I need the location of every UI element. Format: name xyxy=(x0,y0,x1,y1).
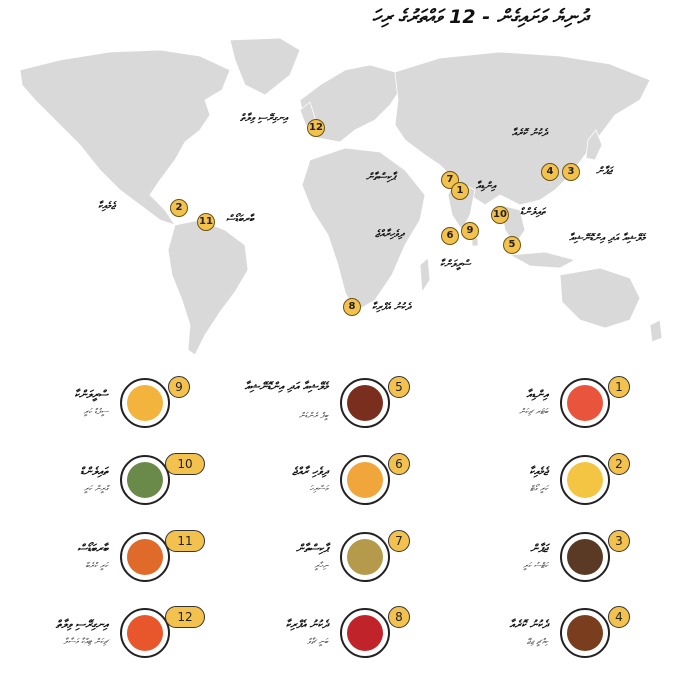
dish-number-badge: 2 xyxy=(608,453,630,475)
dish-food-icon xyxy=(567,385,603,421)
dish-food-icon xyxy=(347,615,383,651)
map-pin-malaysia[interactable]: 5 xyxy=(503,236,521,254)
europe-landmass xyxy=(299,64,401,143)
map-label-korea: ދެކުނު ކޮރެއާ xyxy=(512,128,548,139)
dish-subtitle: ނިހާރީ xyxy=(314,561,328,570)
map-pin-maldives[interactable]: 6 xyxy=(441,227,459,245)
dish-food-icon xyxy=(567,539,603,575)
sri-lanka-landmass xyxy=(471,237,479,247)
dish-name: އިންޑިއާ xyxy=(526,388,548,401)
map-label-barbados: ބާރބަޑޯސް xyxy=(226,214,254,225)
greenland-landmass xyxy=(229,37,301,96)
dish-subtitle: ގްރީން ކަރީ xyxy=(83,484,108,493)
map-pin-uk[interactable]: 12 xyxy=(307,119,325,137)
map-pin-sri-lanka[interactable]: 9 xyxy=(461,222,479,240)
dish-name: ދިވެހި ރާއްޖެ xyxy=(292,465,328,478)
dish-number-badge: 1 xyxy=(608,376,630,398)
map-label-jamaica: ޖެމެއިކާ xyxy=(98,201,115,212)
dish-subtitle: ކަޓްސު ކަރީ xyxy=(523,561,548,570)
dish-number-badge: 12 xyxy=(165,606,205,628)
dish-subtitle: މަސްރިހަ xyxy=(309,484,328,493)
dish-number-badge: 8 xyxy=(388,606,410,628)
dish-name: ތައިލެންޑް xyxy=(80,465,108,478)
map-label-pakistan: ޕާކިސްތާން xyxy=(366,172,396,183)
dish-subtitle: ބަޓަރ ޗިކަން xyxy=(519,407,548,416)
south-america-landmass xyxy=(167,219,249,356)
dish-subtitle: ޗިކަން ޓިއްކާ މަސާލާ xyxy=(63,637,108,646)
dish-plate-3 xyxy=(560,532,610,582)
dish-subtitle: ކަރީ ގޯޓް xyxy=(529,484,548,493)
dish-food-icon xyxy=(347,385,383,421)
dish-food-icon xyxy=(567,462,603,498)
dish-food-icon xyxy=(127,539,163,575)
dish-name: ސްރީލަންކާ xyxy=(74,388,108,401)
dish-number-badge: 11 xyxy=(165,530,205,552)
map-pin-japan[interactable]: 3 xyxy=(562,163,580,181)
map-label-south-africa: ދެކުނު އެފްރިކާ xyxy=(372,302,411,313)
dish-number-badge: 4 xyxy=(608,606,630,628)
dish-plate-12 xyxy=(120,608,170,658)
dish-subtitle: ބަނީ ޗާވް xyxy=(307,637,328,646)
indonesia-landmass xyxy=(508,251,577,269)
world-map xyxy=(19,37,663,356)
africa-landmass xyxy=(301,147,426,313)
map-pin-jamaica[interactable]: 2 xyxy=(170,199,188,217)
map-label-malaysia: މެލޭޝިއާ އަދި އިންޑޮނޭޝިއާ xyxy=(569,233,645,244)
dish-number-badge: 5 xyxy=(388,376,410,398)
map-pin-india[interactable]: 1 xyxy=(451,182,469,200)
dish-plate-9 xyxy=(120,378,170,428)
dish-plate-8 xyxy=(340,608,390,658)
dish-food-icon xyxy=(127,615,163,651)
dish-plate-2 xyxy=(560,455,610,505)
dish-name: ޕާކިސްތާން xyxy=(296,542,328,555)
dish-food-icon xyxy=(567,615,603,651)
dish-plate-6 xyxy=(340,455,390,505)
map-pin-thailand[interactable]: 10 xyxy=(491,206,509,224)
map-label-japan: ޖަޕާން xyxy=(596,166,613,177)
dish-number-badge: 7 xyxy=(388,530,410,552)
dish-plate-10 xyxy=(120,455,170,505)
japan-landmass xyxy=(585,129,603,161)
map-pin-korea[interactable]: 4 xyxy=(541,163,559,181)
map-pin-barbados[interactable]: 11 xyxy=(197,213,215,231)
dish-subtitle: ސީފުޑް ކަރީ xyxy=(83,407,108,416)
dish-food-icon xyxy=(127,385,163,421)
new-zealand-landmass xyxy=(649,319,663,343)
asia-landmass xyxy=(394,51,651,206)
dish-plate-7 xyxy=(340,532,390,582)
dish-plate-5 xyxy=(340,378,390,428)
dish-food-icon xyxy=(127,462,163,498)
dish-number-badge: 9 xyxy=(168,376,190,398)
dish-name: ދެކުނު ކޮރެއާ xyxy=(509,618,548,631)
dish-food-icon xyxy=(347,539,383,575)
dish-name: ޖަޕާން xyxy=(530,542,548,555)
dish-number-badge: 6 xyxy=(388,453,410,475)
dish-name: އިނގިރޭސި ވިލާތް xyxy=(55,618,108,631)
north-america-landmass xyxy=(19,49,231,226)
dish-name: ޖެމެއިކާ xyxy=(529,465,548,478)
dish-name: ބާރބަޑޯސް xyxy=(77,542,108,555)
map-label-india: އިންޑިއާ xyxy=(476,181,496,192)
australia-landmass xyxy=(559,267,641,329)
map-label-uk: އިނގިރޭސި ވިލާތް xyxy=(240,113,288,124)
dish-number-badge: 3 xyxy=(608,530,630,552)
dish-subtitle: ބީފް ރެންޑަން xyxy=(298,411,328,420)
dish-number-badge: 10 xyxy=(165,453,205,475)
dish-name: ދެކުނު އެފްރިކާ xyxy=(285,618,328,631)
map-pin-south-africa[interactable]: 8 xyxy=(343,298,361,316)
madagascar-landmass xyxy=(419,257,431,294)
map-label-maldives: ދިވެހިރާއްޖެ xyxy=(375,229,404,240)
page-title: ދުނިޔެ ވަށައިގެން - 12 ވައްތަރުގެ ރިހަ xyxy=(372,6,588,28)
dish-plate-1 xyxy=(560,378,610,428)
map-label-sri-lanka: ސްރީލަންކާ xyxy=(440,259,471,270)
dish-plate-4 xyxy=(560,608,610,658)
dish-subtitle: ކިމްޗީ ޖިޖޭ xyxy=(526,637,548,646)
map-label-thailand: ތައިލެންޑް xyxy=(520,207,546,218)
dish-plate-11 xyxy=(120,532,170,582)
dish-name: މެލޭޝިއާ އަދި އިންޑޮނޭޝިއާ xyxy=(244,380,328,393)
dish-subtitle: ކަރީ ކްރެބް xyxy=(85,561,108,570)
dish-food-icon xyxy=(347,462,383,498)
